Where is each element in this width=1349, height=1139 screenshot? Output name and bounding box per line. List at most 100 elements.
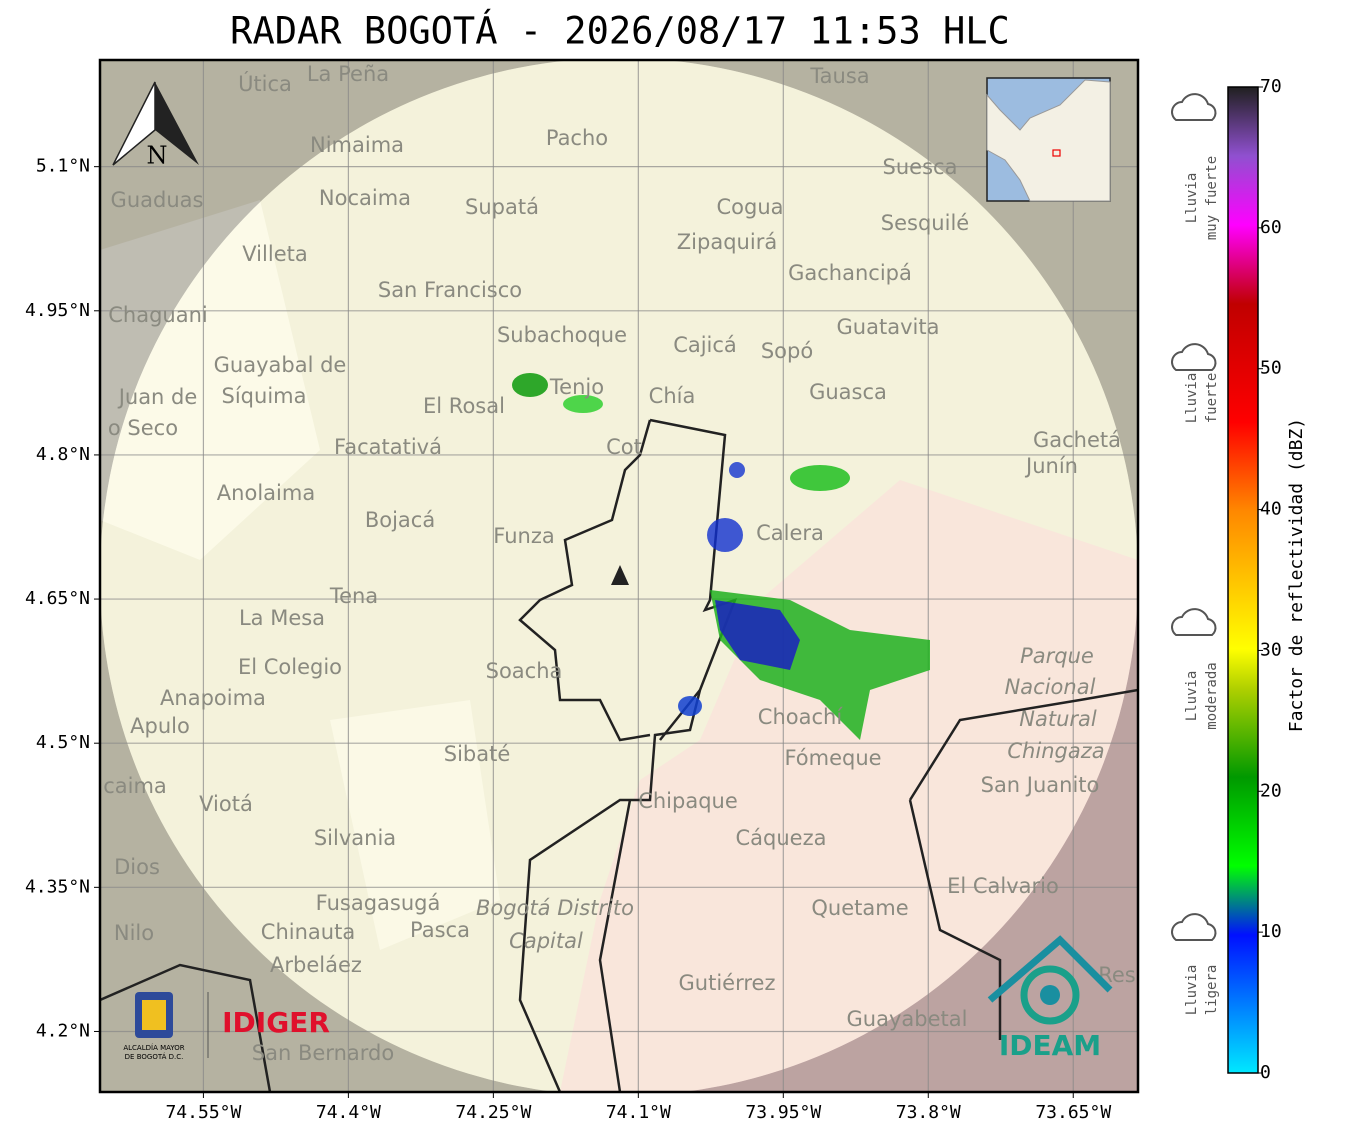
place-label: Parque	[1020, 644, 1094, 668]
place-labels: Útica La Peña Tausa Pacho Nimaima Suesca Guadu…	[103, 62, 1136, 1065]
colorbar-tick-label: 40	[1260, 499, 1282, 520]
place-label: Capital	[509, 929, 583, 953]
place-label: Cáqueza	[736, 826, 827, 850]
colorbar-tick-label: 20	[1260, 780, 1282, 801]
place-label: Cogua	[716, 195, 783, 219]
place-label: La Peña	[307, 62, 389, 86]
idiger-logo: IDIGER	[222, 1006, 330, 1039]
inset-extent	[1052, 149, 1061, 157]
place-label: Chinauta	[261, 920, 355, 944]
place-label: El Colegio	[238, 655, 342, 679]
colorbar	[1227, 86, 1259, 1074]
place-label: Guaduas	[111, 188, 204, 212]
map-frame	[98, 58, 1140, 1094]
x-tick-label: 73.65°W	[1035, 1102, 1111, 1123]
place-label: Zipaquirá	[677, 230, 777, 254]
x-tick-label: 73.8°W	[896, 1102, 961, 1123]
alcaldia-text: DE BOGOTÁ D.C.	[125, 1052, 184, 1061]
place-label: Guayabal de	[214, 353, 347, 377]
place-label: o Seco	[108, 416, 178, 440]
place-label: Viotá	[199, 792, 253, 816]
place-label: Soacha	[486, 659, 563, 683]
department-boundary	[100, 688, 1138, 1092]
rain-class-label: muy fuerte	[1204, 156, 1220, 240]
place-label: Tausa	[809, 64, 869, 88]
place-label: Gachancipá	[788, 261, 912, 285]
echo	[707, 518, 743, 552]
place-label: Chía	[649, 384, 696, 408]
place-label: Silvania	[314, 826, 396, 850]
inset-land	[986, 79, 1111, 202]
place-label: Supatá	[465, 195, 539, 219]
place-label: Guasca	[809, 380, 887, 404]
place-label: El Rosal	[423, 394, 505, 418]
place-label: Villeta	[242, 242, 307, 266]
place-label: Síquima	[222, 384, 307, 408]
place-label: San Bernardo	[252, 1041, 394, 1065]
place-label: Anolaima	[217, 481, 315, 505]
x-tick-label: 73.95°W	[745, 1102, 821, 1123]
north-label: N	[147, 142, 168, 170]
x-tick-label: 74.25°W	[455, 1102, 531, 1123]
place-label: Funza	[493, 524, 554, 548]
place-label: Gutiérrez	[679, 971, 776, 995]
place-label: Natural	[1019, 707, 1097, 731]
title: RADAR BOGOTÁ - 2026/08/17 11:53 HLC	[230, 9, 1010, 53]
place-label: Cot	[606, 435, 642, 459]
x-tick-label: 74.1°W	[606, 1102, 671, 1123]
place-label: El Calvario	[947, 874, 1059, 898]
place-label: Nacional	[1005, 675, 1096, 699]
ideam-swirl-center	[1040, 985, 1060, 1005]
place-label: La Mesa	[239, 606, 325, 630]
place-label: Subachoque	[497, 323, 627, 347]
rain-class-label: Lluvia	[1184, 965, 1200, 1016]
place-label: Bojacá	[365, 508, 435, 532]
place-label: Nilo	[114, 921, 154, 945]
y-tick-label: 4.5°N	[36, 732, 90, 753]
colorbar-tick-label: 30	[1260, 639, 1282, 660]
north-arrow: N	[112, 81, 199, 170]
alcaldia-text: ALCALDÍA MAYOR	[123, 1043, 184, 1052]
x-tick-label: 74.55°W	[165, 1102, 241, 1123]
rain-class-label: Lluvia	[1184, 671, 1200, 722]
rain-class-label: fuerte	[1204, 373, 1220, 424]
place-label: San Francisco	[378, 278, 522, 302]
rain-icon	[1171, 913, 1217, 941]
place-label: Arbeláez	[270, 953, 362, 977]
place-label: Choachí	[758, 705, 844, 729]
place-label: Tena	[329, 584, 378, 608]
rain-class-label: ligera	[1204, 965, 1220, 1016]
radar-echoes	[512, 373, 930, 740]
place-label: Útica	[238, 71, 292, 96]
place-label: Anapoima	[160, 686, 266, 710]
colorbar-label: Factor de reflectividad (dBZ)	[1286, 418, 1307, 732]
y-tick-label: 4.65°N	[25, 588, 90, 609]
place-label: Fusagasugá	[316, 891, 441, 915]
place-label: Junín	[1024, 454, 1078, 478]
echo	[715, 600, 800, 670]
colorbar-tick-label: 70	[1260, 76, 1282, 97]
map-layer: Útica La Peña Tausa Pacho Nimaima Suesca Guadu…	[100, 60, 1138, 1092]
place-label: Apulo	[130, 714, 190, 738]
place-label: Cajicá	[673, 333, 737, 357]
colorbar-tick-label: 10	[1260, 921, 1282, 942]
y-tick-label: 4.8°N	[36, 444, 90, 465]
place-label: Chaguani	[108, 303, 208, 327]
echo	[790, 465, 850, 491]
place-label: Nocaima	[319, 186, 411, 210]
place-label: Dios	[114, 855, 160, 879]
place-label: Guatavita	[837, 315, 940, 339]
place-label: Bogotá Distrito	[476, 896, 634, 920]
place-label: Quetame	[811, 896, 908, 920]
rain-icon	[1171, 608, 1217, 636]
place-label: Sopó	[761, 339, 813, 363]
echo	[729, 462, 745, 478]
place-label: Gachetá	[1033, 428, 1121, 452]
logos: ALCALDÍA MAYOR DE BOGOTÁ D.C. IDIGER IDE…	[123, 935, 1113, 1062]
place-label: caima	[103, 774, 167, 798]
place-label: Guayabetal	[847, 1007, 968, 1031]
colorbar-tick-label: 0	[1260, 1062, 1271, 1083]
